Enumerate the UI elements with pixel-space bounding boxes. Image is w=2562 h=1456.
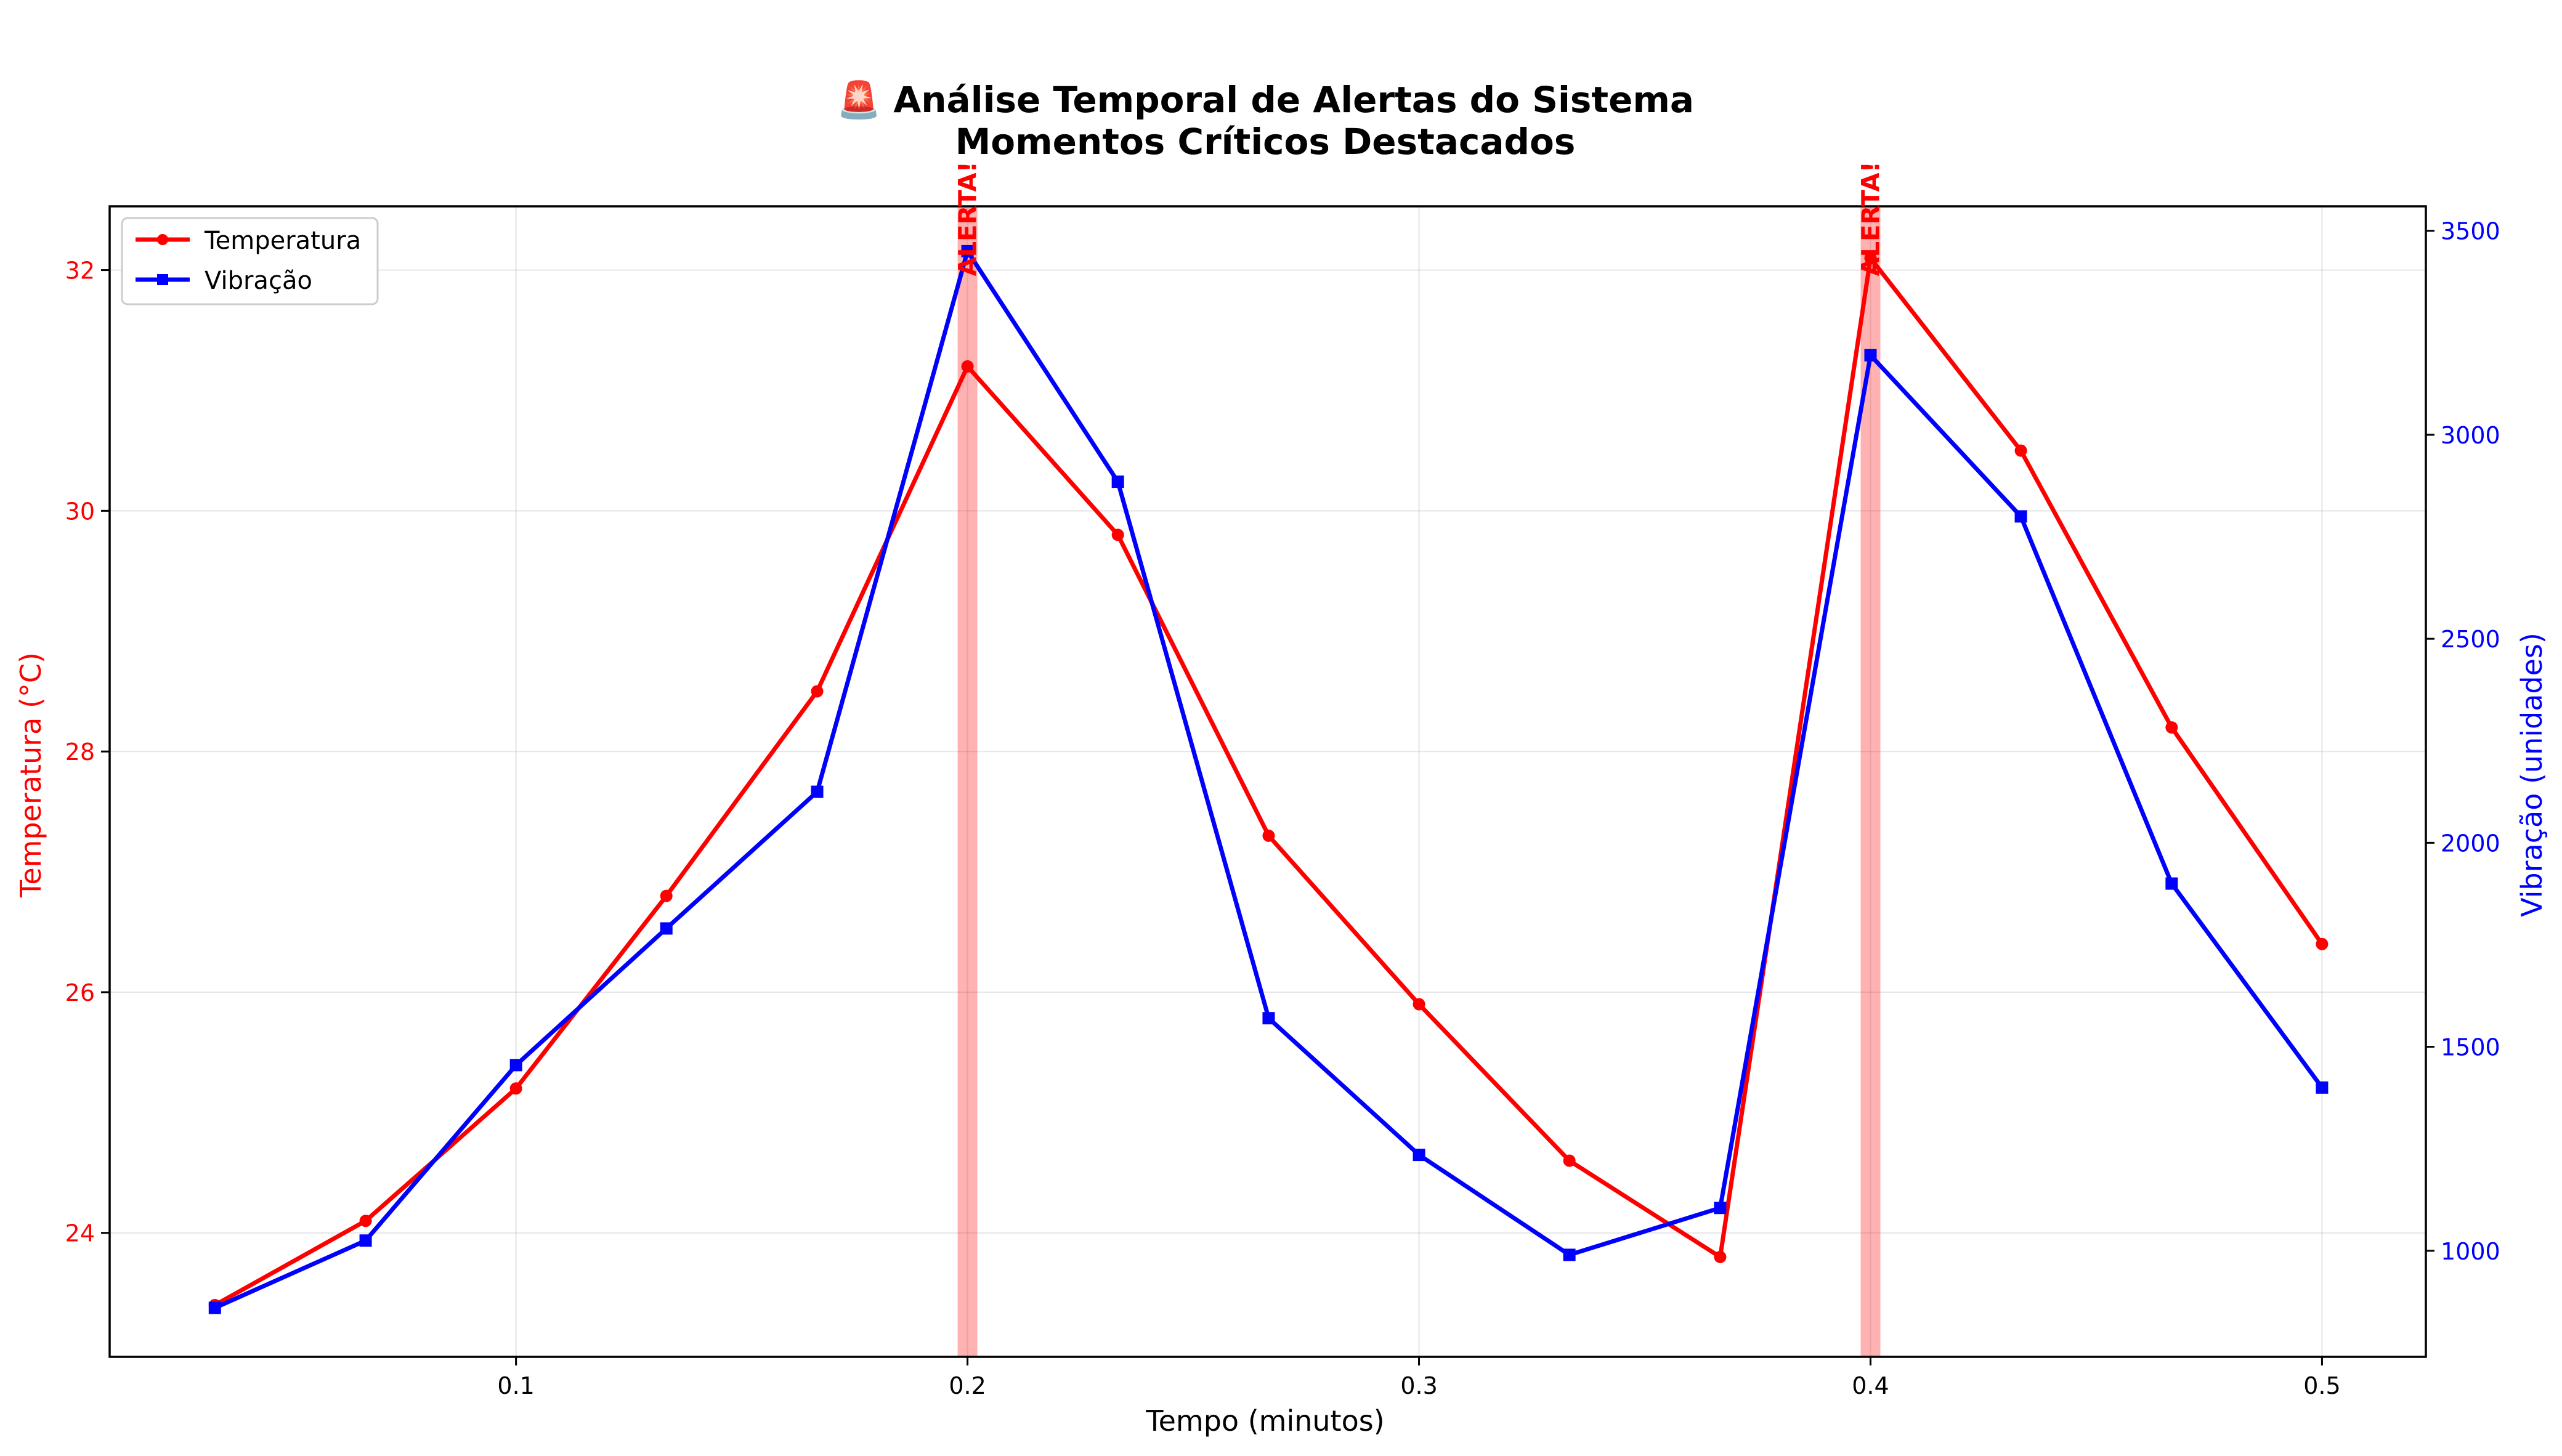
alert-band: [957, 206, 978, 1357]
x-tick-label: 0.5: [2303, 1372, 2340, 1399]
legend-marker-temperatura: [157, 234, 168, 245]
data-point: [2165, 877, 2178, 890]
data-point: [811, 685, 824, 698]
y-right-tick-label: 2000: [2441, 830, 2500, 857]
series-group: [208, 245, 2329, 1314]
legend: Temperatura Vibração: [121, 217, 379, 305]
alert-band: [1860, 206, 1881, 1357]
series-line: [214, 256, 2324, 1308]
data-point: [1413, 998, 1425, 1011]
data-point: [811, 785, 824, 798]
x-tick-label: 0.4: [1852, 1372, 1889, 1399]
data-point: [2316, 1081, 2329, 1094]
y-axis-right-label: Vibração (unidades): [2515, 633, 2548, 917]
x-axis-label: Tempo (minutos): [1145, 1404, 1384, 1438]
data-point: [1262, 829, 1275, 842]
y-right-tick-label: 3500: [2441, 218, 2500, 245]
alert-labels: ALERTA! ALERTA!: [954, 161, 1886, 276]
data-point: [1111, 528, 1124, 541]
data-point: [660, 922, 673, 935]
data-point: [208, 1301, 221, 1314]
y-left-tick-label: 32: [65, 257, 95, 285]
y-right-tick-label: 3000: [2441, 422, 2500, 449]
alert-label: ALERTA!: [954, 161, 983, 276]
data-point: [1563, 1248, 1576, 1261]
y-left-tick-label: 28: [65, 738, 95, 766]
data-point: [961, 245, 974, 257]
data-point: [2316, 937, 2329, 950]
legend-label-temperatura: Temperatura: [204, 227, 361, 255]
data-point: [1262, 1012, 1275, 1025]
axis-ticks: 0.1 0.2 0.3 0.4 0.5 24 26 28 30 32 1000 1500 2000 250…: [65, 218, 2500, 1399]
data-point: [1111, 475, 1124, 488]
alert-label: ALERTA!: [1857, 161, 1885, 276]
chart-title-line-1: 🚨 Análise Temporal de Alertas do Sistema: [837, 79, 1694, 121]
data-point: [1864, 252, 1877, 265]
grid: [110, 206, 2426, 1357]
x-tick-label: 0.3: [1400, 1372, 1437, 1399]
data-point: [660, 889, 673, 902]
data-point: [1563, 1154, 1576, 1167]
data-point: [1413, 1149, 1425, 1162]
y-axis-left-label: Temperatura (°C): [14, 652, 47, 898]
legend-marker-vibracao: [157, 274, 168, 285]
data-point: [509, 1082, 522, 1095]
legend-label-vibracao: Vibração: [205, 267, 312, 295]
x-tick-label: 0.2: [949, 1372, 986, 1399]
y-left-tick-label: 24: [65, 1220, 95, 1247]
y-left-tick-label: 30: [65, 498, 95, 525]
data-point: [2165, 721, 2178, 734]
y-right-tick-label: 2500: [2441, 626, 2500, 653]
chart-title-line-2: Momentos Críticos Destacados: [955, 121, 1576, 163]
y-right-tick-label: 1500: [2441, 1034, 2500, 1061]
y-right-tick-label: 1000: [2441, 1238, 2500, 1265]
data-point: [1864, 349, 1877, 362]
x-tick-label: 0.1: [497, 1372, 534, 1399]
y-left-tick-label: 26: [65, 979, 95, 1006]
data-point: [1714, 1250, 1727, 1263]
data-point: [1714, 1202, 1727, 1215]
data-point: [2014, 444, 2027, 457]
data-point: [2014, 510, 2027, 523]
data-point: [359, 1234, 372, 1247]
series-line: [214, 249, 2324, 1310]
data-point: [961, 360, 974, 373]
plot-frame: [108, 205, 2427, 1358]
data-point: [509, 1059, 522, 1072]
data-point: [359, 1215, 372, 1227]
